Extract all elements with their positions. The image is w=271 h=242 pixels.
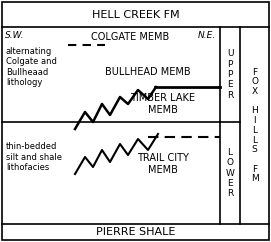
Text: COLGATE MEMB: COLGATE MEMB — [91, 32, 169, 42]
Text: BULLHEAD MEMB: BULLHEAD MEMB — [105, 67, 191, 77]
Text: thin-bedded
silt and shale
lithofacies: thin-bedded silt and shale lithofacies — [6, 142, 62, 172]
Text: TIMBER LAKE
MEMB: TIMBER LAKE MEMB — [131, 93, 195, 115]
Text: PIERRE SHALE: PIERRE SHALE — [96, 227, 175, 237]
Text: HELL CREEK FM: HELL CREEK FM — [92, 9, 179, 20]
Text: S.W.: S.W. — [5, 31, 25, 40]
Text: U
P
P
E
R: U P P E R — [227, 49, 233, 100]
Text: L
O
W
E
R: L O W E R — [225, 148, 234, 198]
Text: alternating
Colgate and
Bullheaad
lithology: alternating Colgate and Bullheaad lithol… — [6, 47, 57, 87]
Text: TRAIL CITY
MEMB: TRAIL CITY MEMB — [137, 153, 189, 175]
Text: N.E.: N.E. — [198, 31, 216, 40]
Text: F
O
X
 
H
I
L
L
S
 
F
M: F O X H I L L S F M — [251, 68, 258, 183]
